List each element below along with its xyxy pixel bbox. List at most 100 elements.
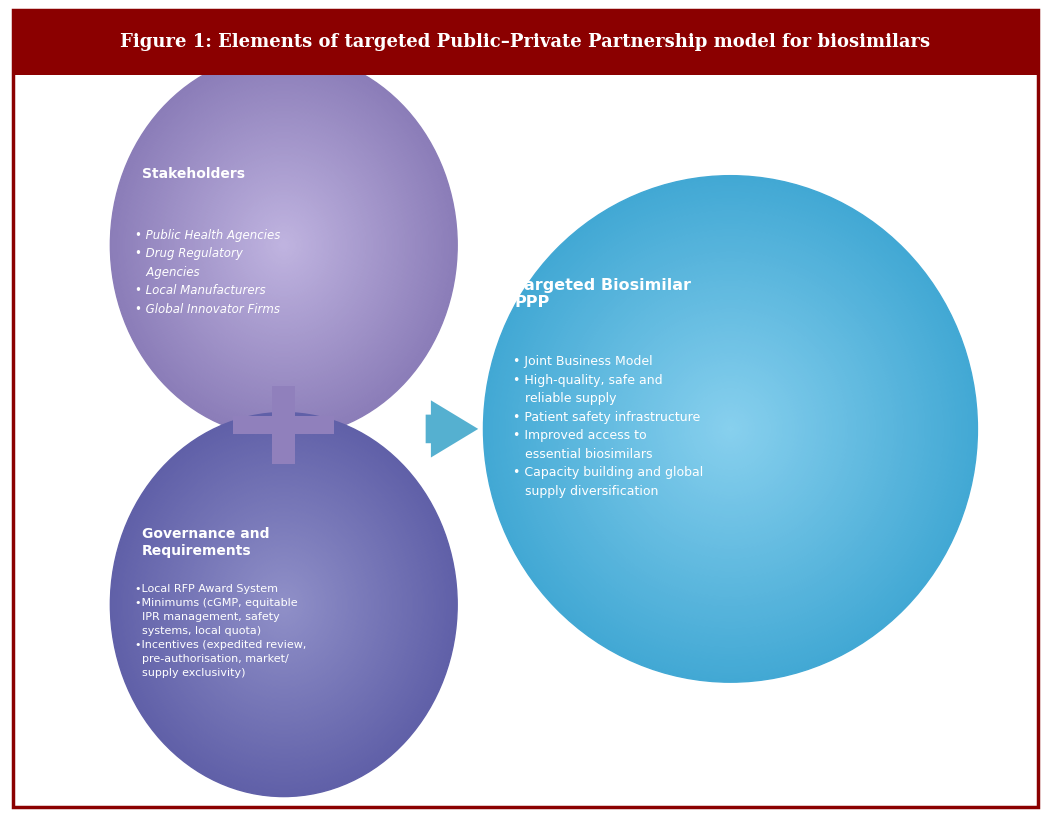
Ellipse shape <box>502 194 959 663</box>
Ellipse shape <box>147 94 420 396</box>
Ellipse shape <box>163 111 406 379</box>
Ellipse shape <box>232 547 336 662</box>
Ellipse shape <box>647 343 813 515</box>
Ellipse shape <box>190 142 377 348</box>
Ellipse shape <box>188 140 379 350</box>
Ellipse shape <box>269 587 298 622</box>
Ellipse shape <box>147 453 420 756</box>
Ellipse shape <box>684 382 777 476</box>
Ellipse shape <box>255 574 312 636</box>
Ellipse shape <box>221 535 347 674</box>
Ellipse shape <box>210 163 357 327</box>
Ellipse shape <box>273 592 294 617</box>
Ellipse shape <box>579 274 882 584</box>
Ellipse shape <box>182 132 386 358</box>
Ellipse shape <box>260 219 308 271</box>
Ellipse shape <box>186 497 382 712</box>
Ellipse shape <box>229 545 338 664</box>
Ellipse shape <box>582 277 879 581</box>
Ellipse shape <box>251 209 316 281</box>
Ellipse shape <box>552 245 909 613</box>
Ellipse shape <box>160 468 408 741</box>
Ellipse shape <box>190 502 377 708</box>
Ellipse shape <box>282 243 286 248</box>
Ellipse shape <box>549 242 912 616</box>
Ellipse shape <box>628 324 832 534</box>
Ellipse shape <box>724 422 737 435</box>
Ellipse shape <box>167 475 400 734</box>
Ellipse shape <box>595 290 866 569</box>
Ellipse shape <box>143 89 425 401</box>
Ellipse shape <box>223 538 345 672</box>
Ellipse shape <box>225 181 343 310</box>
Ellipse shape <box>125 430 442 779</box>
Ellipse shape <box>184 494 384 715</box>
Ellipse shape <box>236 192 331 298</box>
Ellipse shape <box>167 115 400 375</box>
Ellipse shape <box>718 417 743 441</box>
Ellipse shape <box>267 585 302 624</box>
Ellipse shape <box>115 417 453 792</box>
Text: Figure 1: Elements of targeted Public–Private Partnership model for biosimilars: Figure 1: Elements of targeted Public–Pr… <box>121 33 930 51</box>
Ellipse shape <box>282 602 286 607</box>
Ellipse shape <box>247 204 321 286</box>
Ellipse shape <box>132 436 435 773</box>
Ellipse shape <box>219 533 349 676</box>
Ellipse shape <box>221 176 347 315</box>
Ellipse shape <box>483 176 977 682</box>
Ellipse shape <box>656 353 805 505</box>
Ellipse shape <box>622 318 839 540</box>
Ellipse shape <box>275 235 292 255</box>
Ellipse shape <box>708 407 753 451</box>
Ellipse shape <box>257 217 310 274</box>
Ellipse shape <box>194 507 373 703</box>
Ellipse shape <box>253 571 314 638</box>
Ellipse shape <box>721 419 740 439</box>
Ellipse shape <box>178 487 390 722</box>
Ellipse shape <box>234 549 333 660</box>
Ellipse shape <box>130 434 437 775</box>
Ellipse shape <box>273 233 294 257</box>
Ellipse shape <box>200 511 368 699</box>
Ellipse shape <box>619 315 842 543</box>
Ellipse shape <box>132 77 435 413</box>
Ellipse shape <box>487 179 974 679</box>
Ellipse shape <box>638 334 823 524</box>
FancyBboxPatch shape <box>13 10 1038 75</box>
Ellipse shape <box>229 185 338 305</box>
Ellipse shape <box>232 188 336 303</box>
Ellipse shape <box>239 194 329 296</box>
Ellipse shape <box>112 56 455 435</box>
Ellipse shape <box>145 451 423 758</box>
Ellipse shape <box>217 171 351 319</box>
Ellipse shape <box>585 280 875 578</box>
Ellipse shape <box>610 306 851 552</box>
Ellipse shape <box>214 168 353 322</box>
Ellipse shape <box>712 410 749 448</box>
Ellipse shape <box>496 189 965 670</box>
Ellipse shape <box>700 397 761 461</box>
Ellipse shape <box>257 576 310 633</box>
Ellipse shape <box>153 461 414 748</box>
Ellipse shape <box>156 463 412 746</box>
Ellipse shape <box>217 530 351 679</box>
Ellipse shape <box>493 185 968 672</box>
Ellipse shape <box>517 211 944 647</box>
Ellipse shape <box>271 230 296 260</box>
Ellipse shape <box>262 581 306 628</box>
Ellipse shape <box>659 356 802 502</box>
Ellipse shape <box>668 366 792 492</box>
Ellipse shape <box>171 120 396 370</box>
Ellipse shape <box>234 190 333 301</box>
Ellipse shape <box>514 208 947 650</box>
Ellipse shape <box>264 224 304 266</box>
Ellipse shape <box>247 564 321 645</box>
Ellipse shape <box>267 225 302 265</box>
Ellipse shape <box>156 104 412 386</box>
Ellipse shape <box>598 292 863 565</box>
Ellipse shape <box>212 166 355 324</box>
Ellipse shape <box>592 287 869 571</box>
Ellipse shape <box>687 385 774 473</box>
Text: •Local RFP Award System
•Minimums (cGMP, equitable
  IPR management, safety
  sy: •Local RFP Award System •Minimums (cGMP,… <box>135 584 306 678</box>
Ellipse shape <box>223 178 345 312</box>
